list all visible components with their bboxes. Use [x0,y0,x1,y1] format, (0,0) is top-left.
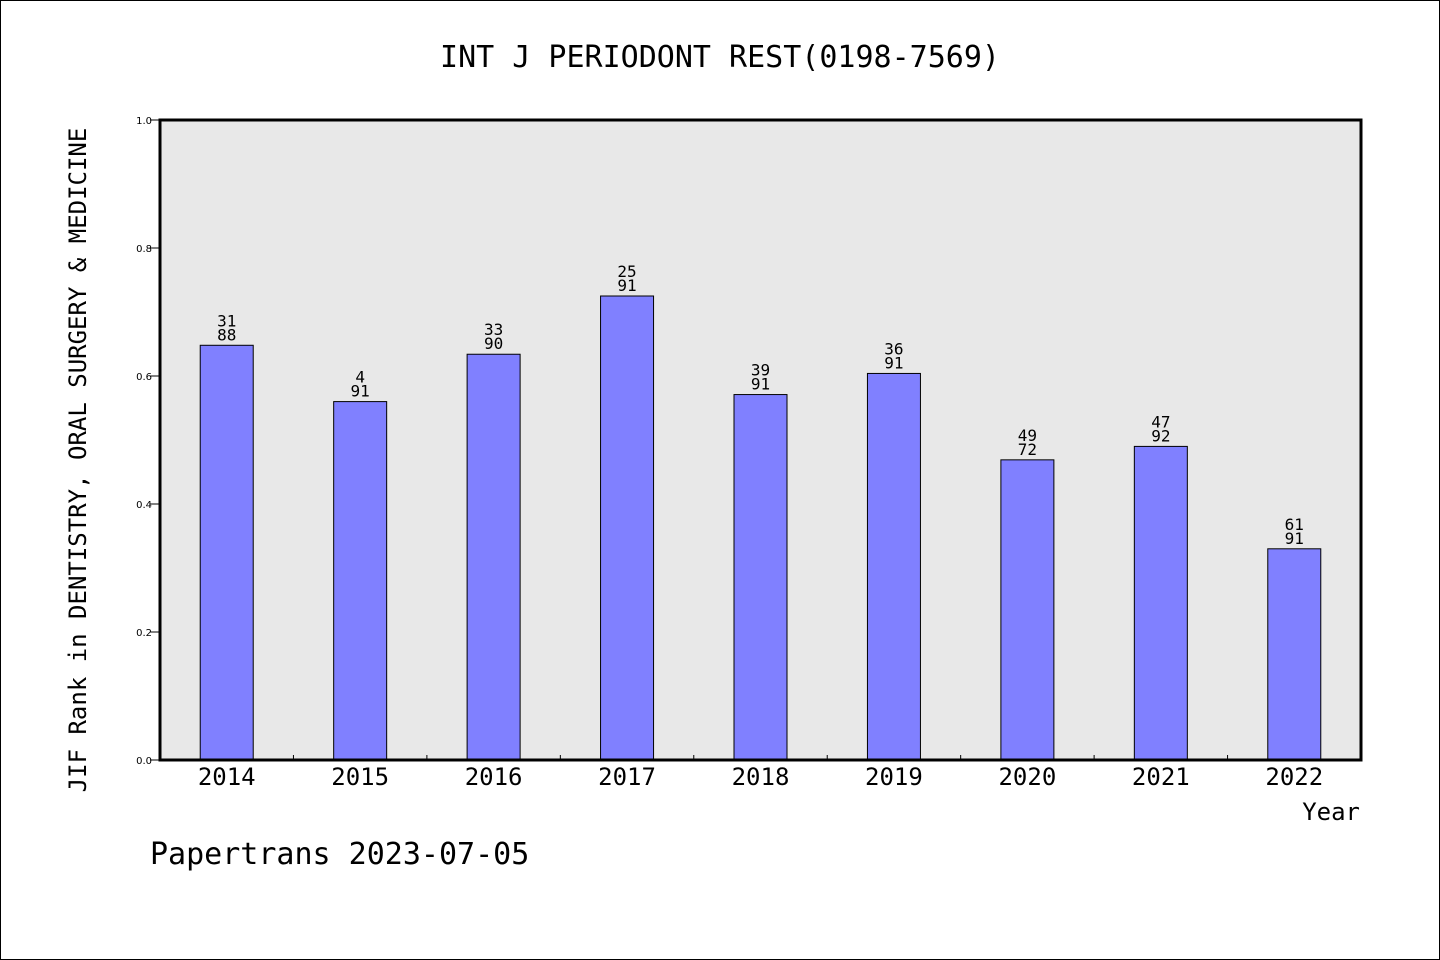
x-tick-label: 2021 [1132,763,1190,791]
bar-total-label: 91 [884,353,903,372]
bar-rank-label: 4 [355,368,365,387]
bar-rank-label: 61 [1285,515,1304,534]
y-tick-label: 0.6 [136,372,152,383]
bar [866,372,921,761]
x-tick-label: 2016 [465,763,523,791]
bar-total-label: 92 [1151,426,1170,445]
bar [1267,548,1322,761]
bar-rank-label: 25 [617,262,636,281]
bar-rank-label: 31 [217,311,236,330]
plot-area: 318849133902591399136914972479261910.00.… [136,116,1363,791]
y-axis-label: JIF Rank in DENTISTRY, ORAL SURGERY & ME… [64,128,92,793]
bar-total-label: 88 [217,325,236,344]
bar-total-label: 91 [751,375,770,394]
footer-text: Papertrans 2023-07-05 [150,837,529,872]
bar-rank-label: 36 [884,339,903,358]
plot-border [158,118,1363,762]
bar [199,344,254,761]
bar-rank-label: 33 [484,320,503,339]
bar-rank-label: 49 [1018,426,1037,445]
x-tick-label: 2015 [331,763,389,791]
bar [733,394,788,761]
bar [600,295,655,761]
bar [333,401,388,761]
bar [1133,445,1188,761]
y-tick-label: 0.2 [136,628,152,639]
y-tick-label: 0.8 [136,244,152,255]
bar [1000,459,1055,761]
bar-total-label: 91 [1285,529,1304,548]
x-tick-label: 2019 [865,763,923,791]
x-axis-label: Year [1302,798,1360,826]
x-tick-label: 2014 [198,763,256,791]
bar [466,353,521,761]
bar-total-label: 90 [484,334,503,353]
bar-total-label: 72 [1018,440,1037,459]
chart-title: INT J PERIODONT REST(0198-7569) [440,40,1000,75]
y-tick-label: 0.4 [136,500,152,511]
x-tick-label: 2017 [598,763,656,791]
x-tick-label: 2022 [1265,763,1323,791]
bar-rank-label: 47 [1151,412,1170,431]
y-tick-label: 1.0 [136,116,152,127]
bar-total-label: 91 [351,382,370,401]
x-tick-label: 2018 [732,763,790,791]
x-tick-label: 2020 [998,763,1056,791]
y-tick-label: 0.0 [136,756,152,767]
bar-total-label: 91 [617,276,636,295]
bar-rank-label: 39 [751,361,770,380]
